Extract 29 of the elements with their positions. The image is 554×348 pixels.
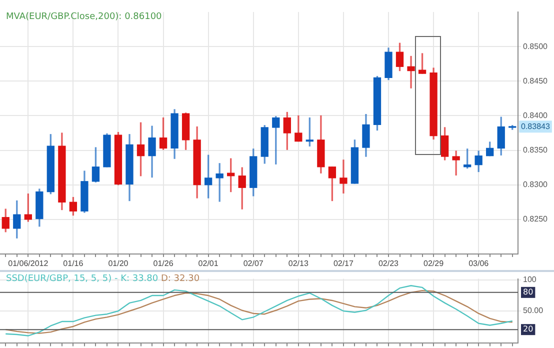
x-tick-label: 03/06: [468, 259, 490, 268]
x-tick-label: 01/20: [108, 259, 129, 268]
x-tick-label: 02/13: [288, 259, 309, 268]
y-tick-label: 0.8450: [523, 76, 548, 86]
candlestick: [452, 150, 460, 176]
x-tick-label: 01/16: [63, 259, 84, 268]
y-tick-label: 100: [523, 275, 537, 284]
chart-title: MVA(EUR/GBP.Close,200): 0.86100: [6, 12, 162, 22]
candlestick: [407, 56, 415, 88]
ref-line-label: 80: [523, 288, 534, 296]
y-tick-label: 0.8400: [523, 110, 548, 120]
chart-title: SSD(EUR/GBP, 15, 5, 5) -: [6, 274, 118, 284]
ref-line-label: 20: [523, 324, 534, 334]
x-tick-label: 01/26: [153, 259, 174, 268]
y-tick-label: 50.00: [523, 306, 544, 316]
y-tick-label: 0.8500: [523, 42, 548, 51]
x-tick-label: 02/17: [333, 259, 354, 268]
x-tick-label: 01/06/2012: [8, 259, 49, 268]
x-tick-label: 02/01: [198, 259, 219, 268]
x-tick-label: 02/29: [424, 259, 444, 268]
x-tick-label: 02/07: [243, 259, 264, 268]
series-label: K: 33.80: [120, 274, 158, 284]
series-label: D: 32.30: [160, 274, 200, 284]
x-tick-label: 02/23: [378, 259, 400, 268]
annotation: 0.83843: [521, 122, 550, 131]
candlestick: [340, 160, 348, 194]
y-tick-label: 0.8300: [523, 180, 548, 190]
y-tick-label: 0.8350: [523, 145, 548, 154]
y-tick-label: 0.8250: [523, 214, 548, 224]
